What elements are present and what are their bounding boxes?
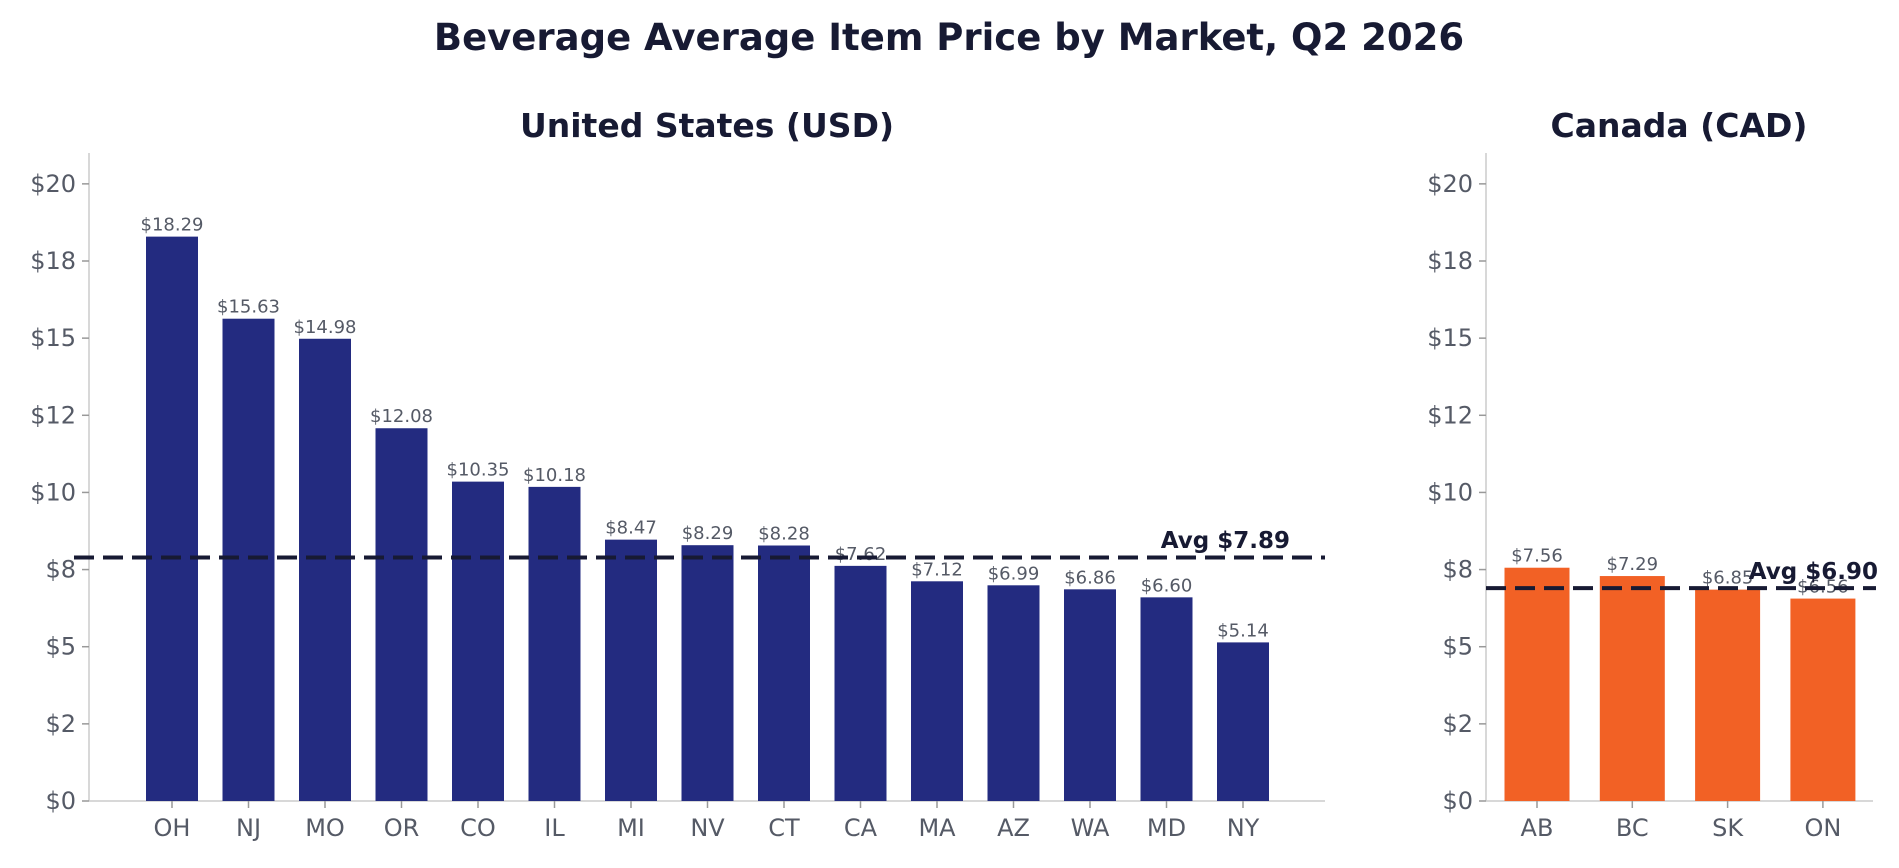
bar-ca-bc <box>1599 576 1665 801</box>
category-label-ca: ON <box>1804 814 1841 842</box>
value-label-us: $10.35 <box>447 460 510 481</box>
panel-title-us: United States (USD) <box>520 106 894 145</box>
value-label-us: $7.62 <box>835 544 887 565</box>
category-label-us: MI <box>617 814 645 842</box>
category-label-us: CA <box>844 814 878 842</box>
value-label-us: $8.47 <box>605 518 657 539</box>
value-label-us: $8.28 <box>758 524 810 545</box>
y-tick-label-ca: $15 <box>1427 324 1473 352</box>
y-tick-label-ca: $2 <box>1442 710 1473 738</box>
bar-ca-on <box>1790 598 1856 801</box>
category-label-us: CO <box>460 814 496 842</box>
y-tick-label-us: $15 <box>30 324 76 352</box>
category-label-us: OR <box>384 814 420 842</box>
bar-us-il <box>528 486 581 801</box>
category-label-us: NY <box>1227 814 1260 842</box>
value-label-us: $12.08 <box>370 406 433 427</box>
value-label-ca: $6.85 <box>1702 568 1754 589</box>
y-tick-label-ca: $5 <box>1442 633 1473 661</box>
y-tick-label-ca: $0 <box>1442 787 1473 815</box>
value-label-us: $8.29 <box>682 523 734 544</box>
bar-us-az <box>987 585 1040 801</box>
value-label-us: $6.60 <box>1141 575 1193 596</box>
category-label-us: NV <box>690 814 725 842</box>
y-tick-label-ca: $18 <box>1427 247 1473 275</box>
bar-us-wa <box>1064 589 1116 801</box>
category-label-us: MO <box>305 814 345 842</box>
value-label-us: $6.86 <box>1064 567 1116 588</box>
y-tick-label-us: $2 <box>45 710 76 738</box>
bar-us-or <box>375 428 428 801</box>
value-label-ca: $7.56 <box>1511 546 1563 567</box>
y-tick-label-ca: $8 <box>1442 556 1473 584</box>
bar-us-ny <box>1217 642 1269 801</box>
bar-us-ct <box>758 545 810 801</box>
value-label-us: $14.98 <box>294 317 357 338</box>
category-label-us: MD <box>1147 814 1186 842</box>
y-tick-label-us: $10 <box>30 478 76 506</box>
bar-us-ma <box>911 581 963 801</box>
y-tick-label-us: $0 <box>45 787 76 815</box>
bar-us-nj <box>222 318 275 801</box>
bar-ca-sk <box>1695 589 1761 801</box>
category-label-us: WA <box>1071 814 1110 842</box>
y-tick-label-ca: $12 <box>1427 401 1473 429</box>
y-tick-label-ca: $20 <box>1427 170 1473 198</box>
bar-us-md <box>1140 597 1193 801</box>
value-label-us: $10.18 <box>523 465 586 486</box>
average-label-us: Avg $7.89 <box>1161 528 1290 554</box>
value-label-us: $7.12 <box>911 559 963 580</box>
category-label-us: AZ <box>997 814 1030 842</box>
category-label-us: IL <box>544 814 565 842</box>
bar-us-nv <box>681 545 734 801</box>
value-label-us: $6.99 <box>988 563 1040 584</box>
value-label-ca: $7.29 <box>1607 554 1659 575</box>
value-label-us: $5.14 <box>1217 620 1269 641</box>
average-label-ca: Avg $6.90 <box>1749 559 1878 585</box>
y-tick-label-us: $8 <box>45 556 76 584</box>
category-label-us: NJ <box>236 814 261 842</box>
value-label-us: $18.29 <box>141 215 204 236</box>
category-label-us: MA <box>918 814 956 842</box>
bar-us-mo <box>299 338 351 801</box>
y-tick-label-ca: $10 <box>1427 478 1473 506</box>
value-label-us: $15.63 <box>217 297 280 318</box>
y-tick-label-us: $12 <box>30 401 76 429</box>
bar-us-ca <box>834 565 887 801</box>
bar-us-oh <box>146 236 198 801</box>
category-label-us: CT <box>768 814 800 842</box>
y-tick-label-us: $18 <box>30 247 76 275</box>
category-label-ca: BC <box>1616 814 1649 842</box>
category-label-ca: AB <box>1521 814 1554 842</box>
bar-ca-ab <box>1504 567 1570 801</box>
category-label-us: OH <box>154 814 191 842</box>
bar-us-mi <box>605 539 657 801</box>
y-tick-label-us: $20 <box>30 170 76 198</box>
chart-title: Beverage Average Item Price by Market, Q… <box>434 16 1464 59</box>
panel-title-ca: Canada (CAD) <box>1551 106 1808 145</box>
y-tick-label-us: $5 <box>45 633 76 661</box>
category-label-ca: SK <box>1712 814 1744 842</box>
bar-us-co <box>452 481 504 801</box>
